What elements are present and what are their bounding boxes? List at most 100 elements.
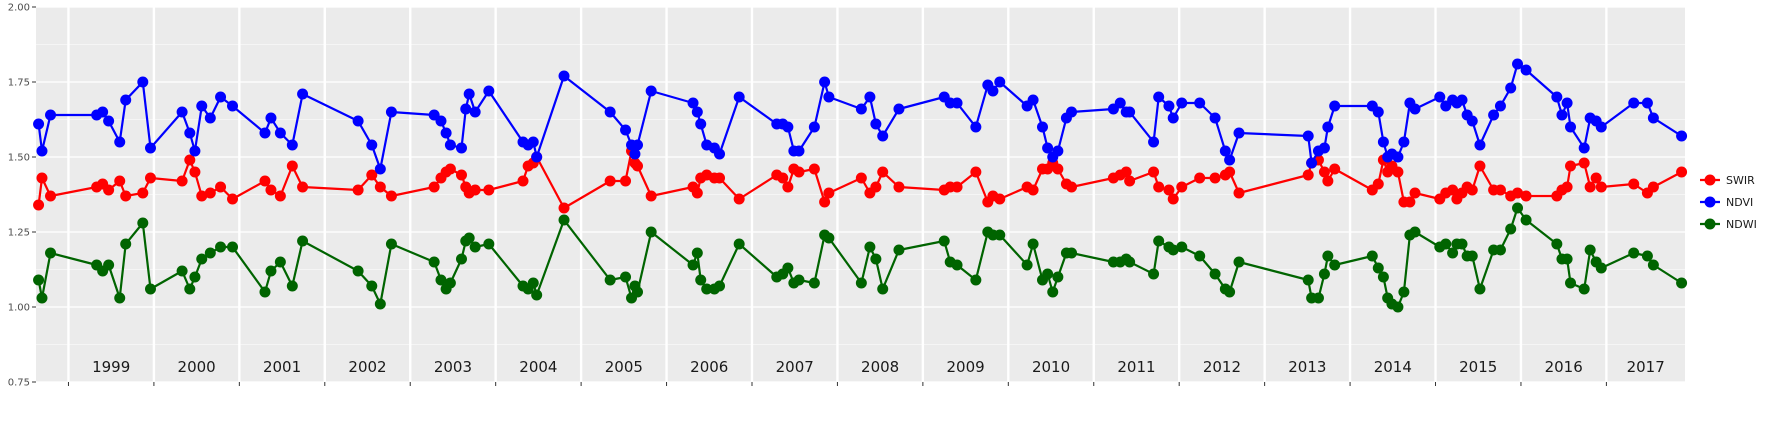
- data-point-ndwi: [527, 277, 539, 289]
- data-point-ndwi: [1153, 235, 1165, 247]
- data-point-ndwi: [645, 226, 657, 238]
- data-point-swir: [103, 184, 115, 196]
- data-point-swir: [1466, 184, 1478, 196]
- data-point-ndwi: [604, 274, 616, 286]
- data-point-swir: [1176, 181, 1188, 193]
- data-point-ndvi: [604, 106, 616, 118]
- data-point-ndvi: [204, 112, 216, 124]
- data-point-ndvi: [1194, 97, 1206, 109]
- series-layer: [33, 58, 1688, 313]
- data-point-ndwi: [632, 286, 644, 298]
- data-point-swir: [1120, 166, 1132, 178]
- data-point-ndwi: [1578, 283, 1590, 295]
- data-point-ndwi: [877, 283, 889, 295]
- data-point-ndwi: [714, 280, 726, 292]
- data-point-ndwi: [823, 232, 835, 244]
- year-label: 2002: [348, 358, 386, 376]
- data-point-swir: [120, 190, 132, 202]
- x-axis: [67, 382, 1607, 386]
- data-point-ndvi: [1647, 112, 1659, 124]
- data-point-swir: [385, 190, 397, 202]
- data-point-swir: [1302, 169, 1314, 181]
- data-point-ndwi: [782, 262, 794, 274]
- data-point-ndwi: [1440, 238, 1452, 250]
- data-point-ndvi: [1474, 139, 1486, 151]
- data-point-swir: [265, 184, 277, 196]
- data-point-ndvi: [97, 106, 109, 118]
- data-point-ndvi: [215, 91, 227, 103]
- legend-item-swir: SWIR: [1700, 174, 1755, 187]
- data-point-ndwi: [1366, 250, 1378, 262]
- data-point-ndvi: [137, 76, 149, 88]
- data-point-ndvi: [1556, 109, 1568, 121]
- data-point-ndvi: [1377, 136, 1389, 148]
- data-point-ndvi: [1512, 58, 1524, 70]
- data-point-ndvi: [1488, 109, 1500, 121]
- data-point-ndvi: [374, 163, 386, 175]
- data-point-ndvi: [823, 91, 835, 103]
- legend-item-ndvi: NDVI: [1700, 196, 1753, 209]
- data-point-ndwi: [733, 238, 745, 250]
- data-point-ndvi: [527, 136, 539, 148]
- data-point-swir: [855, 172, 867, 184]
- data-point-ndwi: [297, 235, 309, 247]
- data-point-ndwi: [120, 238, 132, 250]
- data-point-ndvi: [435, 115, 447, 127]
- year-label: 2009: [946, 358, 984, 376]
- data-point-swir: [352, 184, 364, 196]
- data-point-swir: [259, 175, 271, 187]
- data-point-ndwi: [463, 232, 475, 244]
- data-point-ndvi: [1042, 142, 1054, 154]
- data-point-swir: [1209, 172, 1221, 184]
- data-point-swir: [469, 184, 481, 196]
- data-point-ndwi: [994, 229, 1006, 241]
- data-point-swir: [144, 172, 156, 184]
- year-label: 2016: [1545, 358, 1583, 376]
- data-point-ndvi: [1505, 82, 1517, 94]
- data-point-ndwi: [1392, 301, 1404, 313]
- data-point-ndwi: [1494, 244, 1506, 256]
- data-point-ndwi: [352, 265, 364, 277]
- data-point-ndwi: [215, 241, 227, 253]
- data-point-swir: [1318, 166, 1330, 178]
- data-point-ndwi: [1176, 241, 1188, 253]
- legend-key-point: [1704, 218, 1716, 230]
- data-point-swir: [870, 181, 882, 193]
- data-point-ndvi: [1124, 106, 1136, 118]
- data-point-ndwi: [691, 247, 703, 259]
- data-point-swir: [1561, 181, 1573, 193]
- data-point-ndvi: [691, 106, 703, 118]
- data-point-ndwi: [385, 238, 397, 250]
- data-point-ndvi: [1329, 100, 1341, 112]
- data-point-ndvi: [1176, 97, 1188, 109]
- data-point-swir: [1512, 187, 1524, 199]
- data-point-swir: [176, 175, 188, 187]
- data-point-ndvi: [440, 127, 452, 139]
- data-point-ndwi: [1628, 247, 1640, 259]
- data-point-ndvi: [274, 127, 286, 139]
- year-label: 2007: [776, 358, 814, 376]
- data-point-swir: [1404, 196, 1416, 208]
- data-point-ndwi: [1194, 250, 1206, 262]
- data-point-ndwi: [265, 265, 277, 277]
- data-point-ndwi: [176, 265, 188, 277]
- data-point-swir: [1148, 166, 1160, 178]
- data-point-ndwi: [1052, 271, 1064, 283]
- data-point-ndvi: [385, 106, 397, 118]
- data-point-ndvi: [33, 118, 45, 130]
- data-point-ndvi: [877, 130, 889, 142]
- data-point-swir: [444, 163, 456, 175]
- data-point-ndwi: [793, 274, 805, 286]
- data-point-swir: [1233, 187, 1245, 199]
- data-point-ndvi: [265, 112, 277, 124]
- data-point-ndvi: [1409, 103, 1421, 115]
- data-point-swir: [189, 166, 201, 178]
- data-point-ndvi: [1372, 106, 1384, 118]
- data-point-swir: [645, 190, 657, 202]
- data-point-swir: [1578, 157, 1590, 169]
- data-point-ndwi: [189, 271, 201, 283]
- data-point-swir: [1447, 184, 1459, 196]
- y-tick-label: 2.00: [8, 3, 30, 14]
- data-point-ndwi: [870, 253, 882, 265]
- data-point-ndvi: [1027, 94, 1039, 106]
